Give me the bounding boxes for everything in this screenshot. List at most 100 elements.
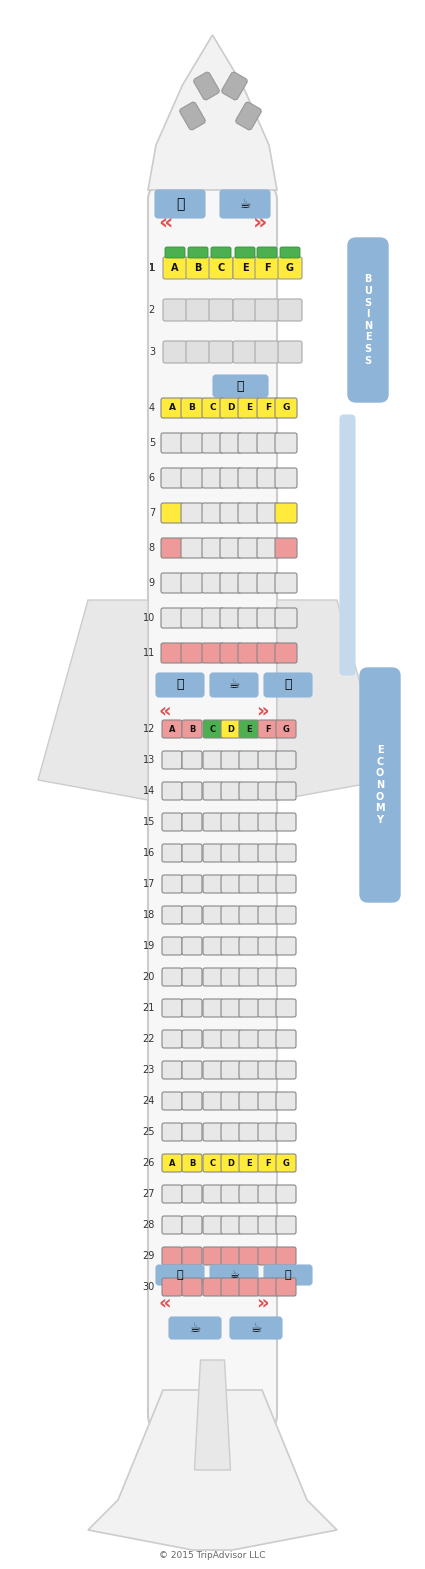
FancyBboxPatch shape (221, 752, 241, 769)
Text: ☕: ☕ (239, 198, 251, 210)
FancyBboxPatch shape (186, 300, 210, 322)
FancyBboxPatch shape (162, 844, 182, 861)
Text: 5: 5 (149, 438, 155, 449)
Text: 17: 17 (143, 879, 155, 890)
FancyBboxPatch shape (194, 72, 219, 100)
FancyBboxPatch shape (220, 399, 242, 417)
Text: 28: 28 (143, 1221, 155, 1230)
FancyBboxPatch shape (239, 968, 259, 985)
FancyBboxPatch shape (182, 968, 202, 985)
Text: 🚻: 🚻 (285, 1269, 291, 1280)
FancyBboxPatch shape (182, 999, 202, 1017)
FancyBboxPatch shape (278, 257, 302, 279)
FancyBboxPatch shape (181, 468, 203, 488)
FancyBboxPatch shape (276, 999, 296, 1017)
FancyBboxPatch shape (275, 643, 297, 664)
FancyBboxPatch shape (202, 538, 224, 559)
FancyBboxPatch shape (239, 1029, 259, 1048)
FancyBboxPatch shape (155, 190, 205, 218)
Polygon shape (195, 1360, 230, 1470)
Text: 12: 12 (143, 723, 155, 734)
FancyBboxPatch shape (276, 1279, 296, 1296)
Text: »: » (256, 701, 268, 720)
FancyBboxPatch shape (258, 813, 278, 832)
FancyBboxPatch shape (156, 673, 204, 697)
FancyBboxPatch shape (239, 781, 259, 800)
FancyBboxPatch shape (258, 752, 278, 769)
Text: 🧥: 🧥 (236, 380, 244, 392)
FancyBboxPatch shape (255, 300, 279, 322)
Text: G: G (283, 725, 289, 733)
Text: «: « (159, 1293, 171, 1313)
FancyBboxPatch shape (276, 1092, 296, 1109)
Text: 23: 23 (143, 1065, 155, 1075)
FancyBboxPatch shape (188, 246, 208, 257)
FancyBboxPatch shape (239, 720, 259, 737)
Text: E: E (242, 264, 248, 273)
FancyBboxPatch shape (258, 1155, 278, 1172)
FancyBboxPatch shape (220, 468, 242, 488)
FancyBboxPatch shape (221, 720, 241, 737)
Text: C: C (217, 264, 225, 273)
Text: F: F (265, 403, 271, 413)
FancyBboxPatch shape (161, 468, 183, 488)
Text: C: C (210, 725, 216, 733)
FancyBboxPatch shape (258, 876, 278, 893)
FancyBboxPatch shape (182, 752, 202, 769)
FancyBboxPatch shape (221, 813, 241, 832)
FancyBboxPatch shape (221, 1216, 241, 1233)
FancyBboxPatch shape (202, 433, 224, 453)
FancyBboxPatch shape (239, 1155, 259, 1172)
FancyBboxPatch shape (203, 999, 223, 1017)
FancyBboxPatch shape (162, 876, 182, 893)
Text: B: B (189, 1158, 195, 1167)
Polygon shape (277, 599, 387, 800)
FancyBboxPatch shape (181, 399, 203, 417)
FancyBboxPatch shape (276, 1029, 296, 1048)
FancyBboxPatch shape (181, 538, 203, 559)
Text: 1: 1 (149, 264, 155, 273)
Text: 13: 13 (143, 755, 155, 766)
Text: C: C (210, 1158, 216, 1167)
FancyBboxPatch shape (181, 433, 203, 453)
FancyBboxPatch shape (239, 844, 259, 861)
FancyBboxPatch shape (203, 781, 223, 800)
FancyBboxPatch shape (275, 609, 297, 628)
FancyBboxPatch shape (239, 937, 259, 956)
FancyBboxPatch shape (276, 1216, 296, 1233)
FancyBboxPatch shape (203, 968, 223, 985)
Text: © 2015 TripAdvisor LLC: © 2015 TripAdvisor LLC (159, 1550, 266, 1560)
FancyBboxPatch shape (221, 1123, 241, 1141)
FancyBboxPatch shape (202, 573, 224, 593)
FancyBboxPatch shape (276, 1123, 296, 1141)
FancyBboxPatch shape (203, 1061, 223, 1079)
FancyBboxPatch shape (340, 414, 355, 675)
FancyBboxPatch shape (276, 1155, 296, 1172)
FancyBboxPatch shape (221, 876, 241, 893)
Text: A: A (169, 725, 175, 733)
FancyBboxPatch shape (276, 1247, 296, 1265)
FancyBboxPatch shape (202, 399, 224, 417)
FancyBboxPatch shape (220, 609, 242, 628)
FancyBboxPatch shape (161, 643, 183, 664)
Text: A: A (169, 1158, 175, 1167)
Text: 21: 21 (143, 1003, 155, 1014)
FancyBboxPatch shape (165, 246, 185, 257)
FancyBboxPatch shape (239, 1185, 259, 1203)
Text: 16: 16 (143, 847, 155, 858)
FancyBboxPatch shape (239, 1092, 259, 1109)
Text: A: A (168, 403, 176, 413)
FancyBboxPatch shape (210, 673, 258, 697)
FancyBboxPatch shape (276, 1061, 296, 1079)
FancyBboxPatch shape (239, 1279, 259, 1296)
FancyBboxPatch shape (221, 937, 241, 956)
FancyBboxPatch shape (209, 257, 233, 279)
FancyBboxPatch shape (203, 1247, 223, 1265)
Text: 25: 25 (142, 1127, 155, 1138)
FancyBboxPatch shape (182, 844, 202, 861)
FancyBboxPatch shape (181, 609, 203, 628)
FancyBboxPatch shape (275, 573, 297, 593)
FancyBboxPatch shape (220, 538, 242, 559)
FancyBboxPatch shape (264, 673, 312, 697)
FancyBboxPatch shape (220, 433, 242, 453)
